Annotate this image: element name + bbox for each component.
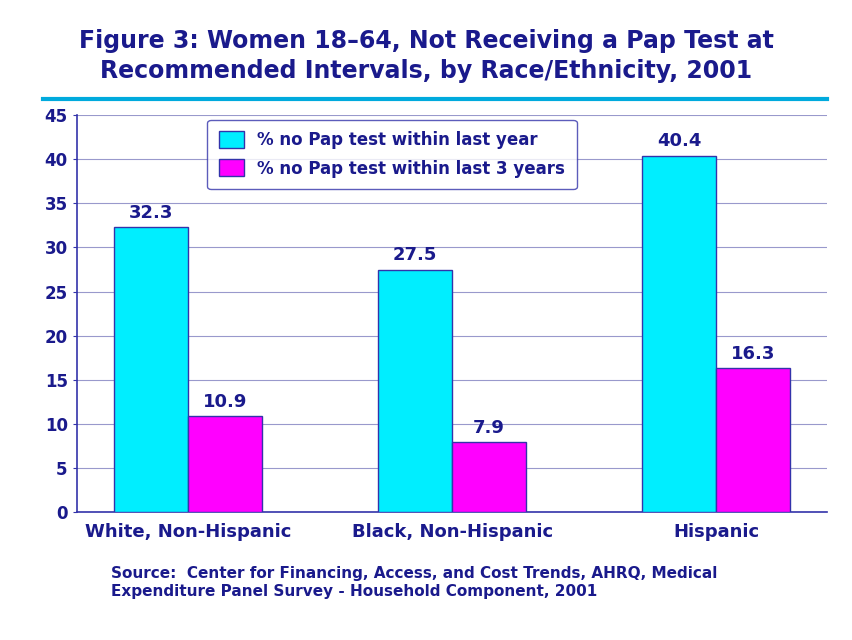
Legend: % no Pap test within last year, % no Pap test within last 3 years: % no Pap test within last year, % no Pap…	[207, 120, 576, 189]
Bar	[642, 156, 716, 512]
Text: Source:  Center for Financing, Access, and Cost Trends, AHRQ, Medical
Expenditur: Source: Center for Financing, Access, an…	[111, 566, 717, 599]
Bar	[377, 269, 452, 512]
Text: 27.5: 27.5	[393, 246, 437, 264]
Text: Figure 3: Women 18–64, Not Receiving a Pap Test at
Recommended Intervals, by Rac: Figure 3: Women 18–64, Not Receiving a P…	[79, 29, 773, 83]
Bar	[716, 368, 790, 512]
Text: 40.4: 40.4	[656, 132, 700, 150]
Bar	[452, 442, 526, 512]
Bar	[113, 227, 187, 512]
Text: 16.3: 16.3	[730, 345, 774, 363]
Text: 10.9: 10.9	[203, 392, 247, 411]
Text: 7.9: 7.9	[473, 419, 504, 437]
Bar	[187, 416, 262, 512]
Text: 32.3: 32.3	[129, 204, 173, 222]
